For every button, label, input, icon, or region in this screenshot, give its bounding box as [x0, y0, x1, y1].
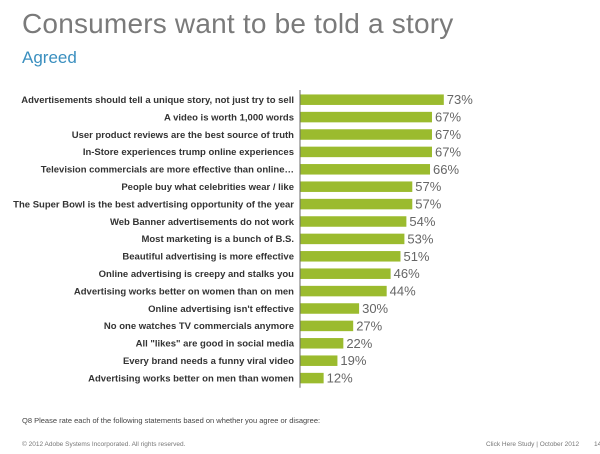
category-label: Advertisements should tell a unique stor…: [21, 95, 294, 106]
value-label: 53%: [407, 231, 433, 246]
value-label: 46%: [394, 266, 420, 281]
bar: [300, 129, 432, 140]
value-label: 44%: [390, 284, 416, 299]
copyright-text: © 2012 Adobe Systems Incorporated. All r…: [22, 441, 186, 448]
bar: [300, 372, 324, 384]
bar: [300, 164, 431, 175]
bar: [300, 268, 391, 279]
bar: [300, 216, 407, 227]
category-label: Television commercials are more effectiv…: [41, 165, 294, 176]
category-label: Advertising works better on men than wom…: [88, 373, 294, 384]
value-label: 57%: [415, 179, 441, 194]
value-label: 27%: [356, 318, 382, 333]
bar: [300, 181, 413, 192]
bar: [300, 198, 413, 210]
category-label: No one watches TV commercials anymore: [104, 321, 294, 332]
bar: [300, 146, 432, 158]
value-label: 19%: [340, 353, 366, 368]
category-label: Online advertising is creepy and stalks …: [99, 269, 295, 280]
value-label: 67%: [435, 110, 461, 125]
category-label: In-Store experiences trump online experi…: [83, 147, 294, 158]
chart-subtitle: Agreed: [22, 48, 77, 67]
value-label: 51%: [403, 249, 429, 264]
bar: [300, 111, 432, 123]
category-label: All "likes" are good in social media: [136, 339, 295, 350]
value-label: 57%: [415, 197, 441, 212]
value-label: 22%: [346, 336, 372, 351]
value-label: 54%: [409, 214, 435, 229]
chart-title: Consumers want to be told a story: [22, 8, 454, 39]
bar: [300, 233, 405, 245]
category-label: Most marketing is a bunch of B.S.: [141, 234, 294, 245]
category-label: Web Banner advertisements do not work: [110, 217, 295, 228]
category-label: Advertising works better on women than o…: [74, 286, 294, 297]
bar: [300, 320, 354, 332]
category-label: Every brand needs a funny viral video: [123, 356, 294, 367]
bar: [300, 94, 444, 105]
bar: [300, 285, 387, 297]
value-label: 30%: [362, 301, 388, 316]
bar: [300, 355, 338, 366]
bar: [300, 251, 401, 262]
page-number: 14: [594, 441, 600, 448]
value-label: 12%: [327, 371, 353, 386]
value-label: 67%: [435, 144, 461, 159]
question-note: Q8 Please rate each of the following sta…: [22, 416, 321, 425]
category-label: User product reviews are the best source…: [72, 130, 294, 141]
value-label: 66%: [433, 162, 459, 177]
category-label: The Super Bowl is the best advertising o…: [13, 199, 294, 210]
source-text: Click Here Study | October 2012: [486, 441, 580, 448]
value-label: 73%: [447, 92, 473, 107]
category-label: Beautiful advertising is more effective: [122, 252, 294, 263]
category-label: A video is worth 1,000 words: [164, 112, 294, 123]
bar: [300, 338, 344, 349]
value-label: 67%: [435, 127, 461, 142]
category-label: Online advertising isn't effective: [148, 304, 294, 315]
category-label: People buy what celebrities wear / like: [121, 182, 294, 193]
bar: [300, 303, 360, 314]
